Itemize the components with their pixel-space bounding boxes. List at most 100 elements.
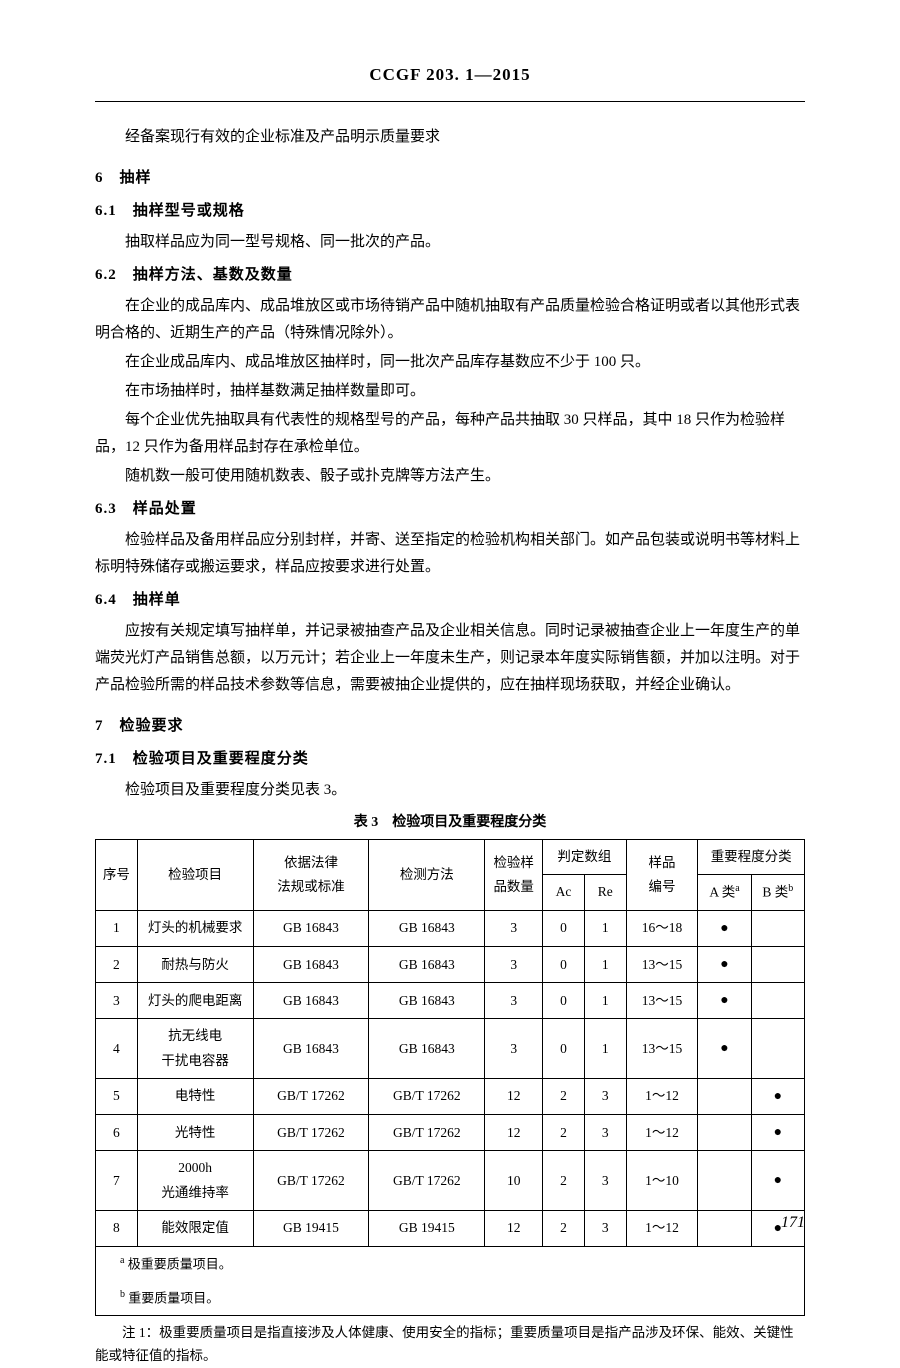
- th-law: 依据法律法规或标准: [253, 839, 369, 910]
- cell-ac: 2: [543, 1151, 585, 1211]
- cell-sid: 1～12: [626, 1079, 698, 1115]
- section-6-3-p1: 检验样品及备用样品应分别封样，并寄、送至指定的检验机构相关部门。如产品包装或说明…: [95, 527, 805, 581]
- table-row: 3灯头的爬电距离GB 16843GB 1684330113～15●: [96, 983, 805, 1019]
- table-row: 6光特性GB/T 17262GB/T 1726212231～12●: [96, 1115, 805, 1151]
- cell-law: GB 16843: [253, 1019, 369, 1079]
- intro-line: 经备案现行有效的企业标准及产品明示质量要求: [95, 124, 805, 151]
- cell-ac: 0: [543, 1019, 585, 1079]
- th-class-b: B 类b: [751, 875, 804, 911]
- cell-law: GB 16843: [253, 910, 369, 946]
- th-re: Re: [584, 875, 626, 911]
- cell-class-a: [698, 1151, 751, 1211]
- table-row: 4抗无线电干扰电容器GB 16843GB 1684330113～15●: [96, 1019, 805, 1079]
- section-6-3-title: 6.3 样品处置: [95, 496, 805, 523]
- table-header-row1: 序号 检验项目 依据法律法规或标准 检测方法 检验样品数量 判定数组 样品编号 …: [96, 839, 805, 874]
- cell-seqno: 1: [96, 910, 138, 946]
- section-7-1-p1: 检验项目及重要程度分类见表 3。: [95, 777, 805, 804]
- cell-sid: 1～10: [626, 1151, 698, 1211]
- cell-re: 3: [584, 1079, 626, 1115]
- cell-qty: 10: [485, 1151, 543, 1211]
- cell-qty: 3: [485, 983, 543, 1019]
- cell-seqno: 6: [96, 1115, 138, 1151]
- cell-ac: 2: [543, 1211, 585, 1247]
- cell-qty: 12: [485, 1115, 543, 1151]
- th-ac: Ac: [543, 875, 585, 911]
- cell-seqno: 4: [96, 1019, 138, 1079]
- cell-item: 抗无线电干扰电容器: [137, 1019, 253, 1079]
- section-6-2-p3: 在市场抽样时，抽样基数满足抽样数量即可。: [95, 378, 805, 405]
- table-row: 72000h光通维持率GB/T 17262GB/T 1726210231～10●: [96, 1151, 805, 1211]
- table-row: 5电特性GB/T 17262GB/T 1726212231～12●: [96, 1079, 805, 1115]
- cell-sid: 13～15: [626, 947, 698, 983]
- cell-class-b: [751, 1019, 804, 1079]
- cell-method: GB/T 17262: [369, 1079, 485, 1115]
- section-6-2-title: 6.2 抽样方法、基数及数量: [95, 262, 805, 289]
- section-6-2-p4: 每个企业优先抽取具有代表性的规格型号的产品，每种产品共抽取 30 只样品，其中 …: [95, 407, 805, 461]
- cell-law: GB 16843: [253, 983, 369, 1019]
- cell-method: GB 16843: [369, 910, 485, 946]
- section-7-title: 7 检验要求: [95, 713, 805, 740]
- cell-seqno: 2: [96, 947, 138, 983]
- th-item: 检验项目: [137, 839, 253, 910]
- cell-class-a: ●: [698, 1019, 751, 1079]
- cell-class-a: ●: [698, 947, 751, 983]
- section-6-1-title: 6.1 抽样型号或规格: [95, 198, 805, 225]
- cell-qty: 3: [485, 910, 543, 946]
- table3-caption: 表 3 检验项目及重要程度分类: [95, 810, 805, 835]
- cell-class-a: ●: [698, 910, 751, 946]
- table-footnote-a: a 极重要质量项目。: [96, 1247, 805, 1281]
- cell-class-a: [698, 1079, 751, 1115]
- cell-method: GB/T 17262: [369, 1151, 485, 1211]
- cell-qty: 12: [485, 1211, 543, 1247]
- cell-class-b: ●: [751, 1151, 804, 1211]
- cell-re: 3: [584, 1211, 626, 1247]
- cell-sid: 16～18: [626, 910, 698, 946]
- page-header-title: CCGF 203. 1—2015: [95, 60, 805, 102]
- cell-class-b: [751, 947, 804, 983]
- cell-class-b: ●: [751, 1079, 804, 1115]
- th-class-a: A 类a: [698, 875, 751, 911]
- section-6-2-p2: 在企业成品库内、成品堆放区抽样时，同一批次产品库存基数应不少于 100 只。: [95, 349, 805, 376]
- cell-law: GB 16843: [253, 947, 369, 983]
- cell-class-a: ●: [698, 983, 751, 1019]
- cell-item: 耐热与防火: [137, 947, 253, 983]
- cell-re: 3: [584, 1151, 626, 1211]
- cell-re: 1: [584, 1019, 626, 1079]
- th-judge: 判定数组: [543, 839, 626, 874]
- th-seqno: 序号: [96, 839, 138, 910]
- section-6-2-p1: 在企业的成品库内、成品堆放区或市场待销产品中随机抽取有产品质量检验合格证明或者以…: [95, 293, 805, 347]
- cell-ac: 0: [543, 947, 585, 983]
- cell-seqno: 3: [96, 983, 138, 1019]
- cell-method: GB 19415: [369, 1211, 485, 1247]
- cell-seqno: 8: [96, 1211, 138, 1247]
- cell-qty: 3: [485, 947, 543, 983]
- th-method: 检测方法: [369, 839, 485, 910]
- page-number: 171: [781, 1209, 805, 1238]
- cell-method: GB 16843: [369, 1019, 485, 1079]
- th-qty: 检验样品数量: [485, 839, 543, 910]
- cell-re: 1: [584, 983, 626, 1019]
- section-6-4-p1: 应按有关规定填写抽样单，并记录被抽查产品及企业相关信息。同时记录被抽查企业上一年…: [95, 618, 805, 699]
- cell-law: GB 19415: [253, 1211, 369, 1247]
- cell-sid: 13～15: [626, 1019, 698, 1079]
- cell-class-a: [698, 1211, 751, 1247]
- cell-re: 1: [584, 947, 626, 983]
- cell-class-b: [751, 910, 804, 946]
- cell-ac: 2: [543, 1115, 585, 1151]
- section-6-2-p5: 随机数一般可使用随机数表、骰子或扑克牌等方法产生。: [95, 463, 805, 490]
- th-sid: 样品编号: [626, 839, 698, 910]
- cell-ac: 0: [543, 983, 585, 1019]
- cell-sid: 1～12: [626, 1211, 698, 1247]
- cell-qty: 3: [485, 1019, 543, 1079]
- note-1: 注 1：极重要质量项目是指直接涉及人体健康、使用安全的指标；重要质量项目是指产品…: [95, 1322, 805, 1368]
- cell-method: GB 16843: [369, 947, 485, 983]
- section-7-1-title: 7.1 检验项目及重要程度分类: [95, 746, 805, 773]
- cell-item: 光特性: [137, 1115, 253, 1151]
- table-row: 1灯头的机械要求GB 16843GB 1684330116～18●: [96, 910, 805, 946]
- table-row: 2耐热与防火GB 16843GB 1684330113～15●: [96, 947, 805, 983]
- table3: 序号 检验项目 依据法律法规或标准 检测方法 检验样品数量 判定数组 样品编号 …: [95, 839, 805, 1316]
- cell-method: GB/T 17262: [369, 1115, 485, 1151]
- cell-item: 2000h光通维持率: [137, 1151, 253, 1211]
- cell-ac: 2: [543, 1079, 585, 1115]
- th-importance: 重要程度分类: [698, 839, 805, 874]
